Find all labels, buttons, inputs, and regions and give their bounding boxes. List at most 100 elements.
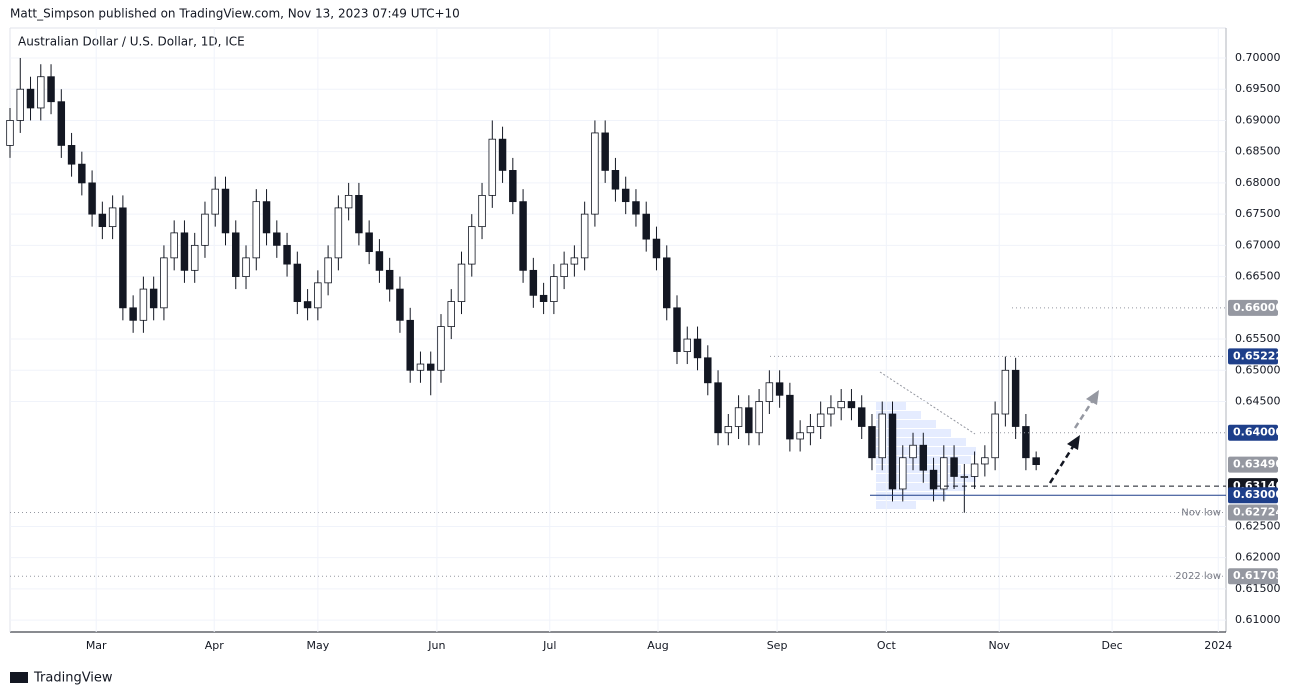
arrows — [1048, 390, 1099, 484]
price-label: 0.63490 — [1233, 458, 1283, 471]
price-label-box — [1228, 487, 1278, 504]
brand-logo — [10, 672, 28, 683]
candle-body — [724, 426, 733, 434]
y-tick-label: 0.66500 — [1235, 270, 1281, 283]
candle-body — [796, 432, 804, 440]
candle-body — [509, 170, 517, 203]
candle-body — [498, 138, 507, 171]
price-label-box — [1228, 568, 1278, 585]
candle-body — [519, 201, 527, 271]
footer-brand: TradingView — [33, 671, 113, 686]
candle-body — [693, 338, 702, 359]
y-tick-label: 0.68500 — [1235, 145, 1281, 158]
candle-body — [529, 269, 538, 296]
candle-body — [78, 163, 86, 184]
candle-body — [652, 238, 661, 259]
candle-body — [129, 307, 137, 321]
price-label-box — [1228, 504, 1278, 521]
price-label-box — [1228, 424, 1278, 441]
candle-body — [704, 357, 712, 384]
y-tick-label: 0.61000 — [1235, 613, 1281, 626]
candle-body — [324, 257, 332, 284]
candle-body — [303, 301, 312, 309]
candle-body — [242, 257, 250, 277]
candle-body — [57, 101, 66, 146]
candle-body — [365, 232, 373, 253]
candle-body — [991, 413, 999, 459]
trend-line — [879, 371, 976, 435]
candle-body — [47, 76, 55, 103]
y-tick-label: 0.70000 — [1235, 51, 1281, 64]
candle-body — [765, 382, 774, 402]
candle-body — [488, 138, 497, 196]
candle-body — [929, 469, 938, 490]
candle-body — [632, 201, 640, 215]
candle-body — [221, 188, 230, 234]
candle-body — [786, 394, 794, 440]
x-tick-label: Sep — [767, 639, 788, 652]
candle-body — [857, 407, 866, 427]
x-tick-label: Dec — [1101, 639, 1122, 652]
candle-body — [611, 170, 620, 190]
candle-body — [1001, 369, 1010, 415]
candle-body — [334, 207, 343, 259]
x-tick-label: Oct — [877, 639, 897, 652]
candle-body — [827, 407, 835, 415]
candle-body — [160, 257, 168, 309]
candle-body — [601, 132, 609, 171]
candle-body — [283, 244, 291, 265]
candle-body — [108, 207, 117, 228]
candle-body — [170, 232, 178, 259]
y-tick-label: 0.64500 — [1235, 395, 1281, 408]
x-tick-label: Nov — [988, 639, 1010, 652]
price-label: 0.65222 — [1233, 349, 1283, 362]
y-tick-label: 0.65500 — [1235, 332, 1281, 345]
candle-body — [642, 213, 650, 240]
candle-body — [621, 188, 630, 203]
candle-body — [416, 363, 425, 371]
candle-body — [837, 401, 845, 409]
candle-body — [478, 194, 486, 228]
candle-body — [396, 288, 404, 321]
candle-body — [1011, 369, 1020, 427]
candle-body — [868, 426, 876, 459]
x-tick-label: Jun — [427, 639, 445, 652]
candle-body — [355, 194, 363, 234]
candle-body — [539, 294, 548, 302]
candle-body — [149, 288, 158, 309]
price-label: 0.66000 — [1233, 301, 1283, 314]
x-tick-label: 2024 — [1204, 639, 1232, 652]
x-tick-label: Apr — [205, 639, 225, 652]
price-label: 0.64000 — [1233, 426, 1283, 439]
candle-body — [273, 232, 281, 246]
price-label-box — [1228, 348, 1278, 365]
y-tick-label: 0.67000 — [1235, 238, 1281, 251]
candle-body — [406, 319, 414, 371]
candle-body — [745, 407, 753, 434]
level-note: Nov low — [1181, 507, 1221, 518]
candle-body — [16, 88, 24, 121]
candle-body — [344, 194, 353, 209]
candle-body — [1032, 457, 1040, 466]
candle-body — [211, 188, 219, 215]
candle-body — [447, 301, 455, 327]
y-tick-label: 0.68000 — [1235, 176, 1281, 189]
candle-body — [293, 263, 302, 302]
candle-body — [26, 88, 35, 109]
publisher-header: Matt_Simpson published on TradingView.co… — [10, 7, 460, 21]
candle-body — [6, 120, 14, 146]
candle-body — [734, 407, 743, 427]
candle-body — [119, 207, 127, 309]
candle-body — [940, 457, 948, 490]
candle-body — [806, 426, 815, 434]
candle-body — [755, 401, 763, 434]
y-tick-label: 0.61500 — [1235, 582, 1281, 595]
x-tick-label: May — [306, 639, 329, 652]
price-label-box — [1228, 456, 1278, 473]
candle-body — [37, 76, 45, 109]
candle-body — [180, 232, 189, 271]
level-note: 2022 low — [1175, 571, 1221, 582]
candle-body — [683, 338, 692, 352]
grid — [10, 28, 1226, 632]
